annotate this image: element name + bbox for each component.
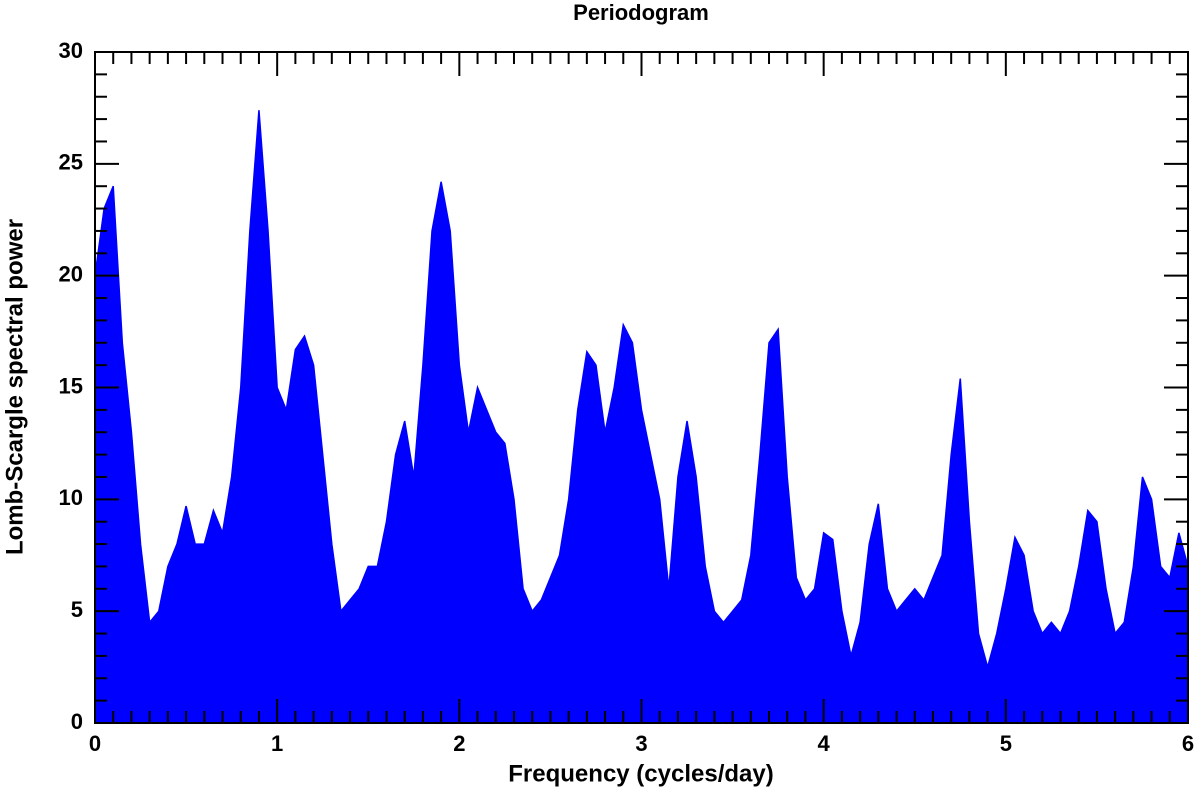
y-axis-label: Lomb-Scargle spectral power — [1, 219, 28, 555]
x-tick-label: 5 — [1000, 731, 1012, 756]
x-tick-label: 3 — [635, 731, 647, 756]
x-tick-label: 4 — [818, 731, 831, 756]
y-tick-label: 25 — [59, 150, 83, 175]
y-tick-label: 5 — [71, 597, 83, 622]
y-tick-label: 0 — [71, 709, 83, 734]
y-tick-label: 15 — [59, 373, 83, 398]
y-tick-label: 30 — [59, 38, 83, 63]
chart-title: Periodogram — [573, 0, 709, 25]
x-axis-label: Frequency (cycles/day) — [508, 760, 773, 787]
power-area — [94, 110, 1189, 724]
y-tick-label: 20 — [59, 261, 83, 286]
x-tick-label: 6 — [1182, 731, 1194, 756]
y-tick-label: 10 — [59, 485, 83, 510]
x-tick-label: 2 — [453, 731, 465, 756]
x-tick-label: 1 — [271, 731, 283, 756]
x-tick-label: 0 — [89, 731, 101, 756]
